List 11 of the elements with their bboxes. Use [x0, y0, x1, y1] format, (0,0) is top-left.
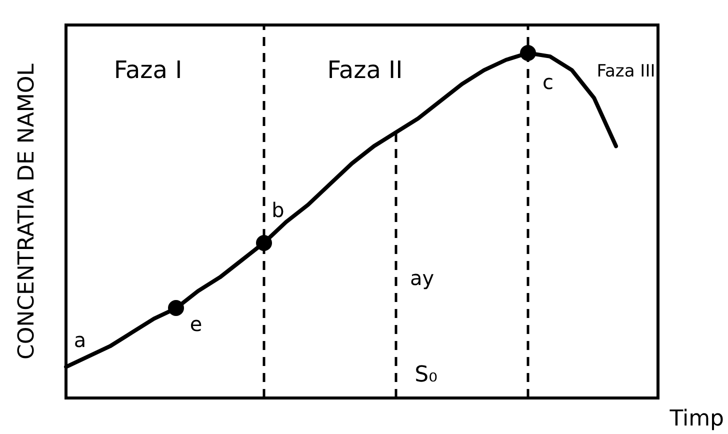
annotation: c [542, 70, 554, 94]
annotation: e [190, 312, 202, 336]
x-axis-title: Timp [668, 406, 724, 432]
annotation: a [74, 328, 86, 352]
annotation: b [272, 198, 284, 222]
annotation: S₀ [414, 362, 438, 388]
annotation: ay [410, 266, 434, 290]
annotation: Faza I [114, 56, 182, 84]
y-axis-title: CONCENTRATIA DE NAMOL [14, 62, 40, 360]
annotation: Faza II [327, 56, 403, 84]
annotation: Faza III [596, 61, 656, 82]
